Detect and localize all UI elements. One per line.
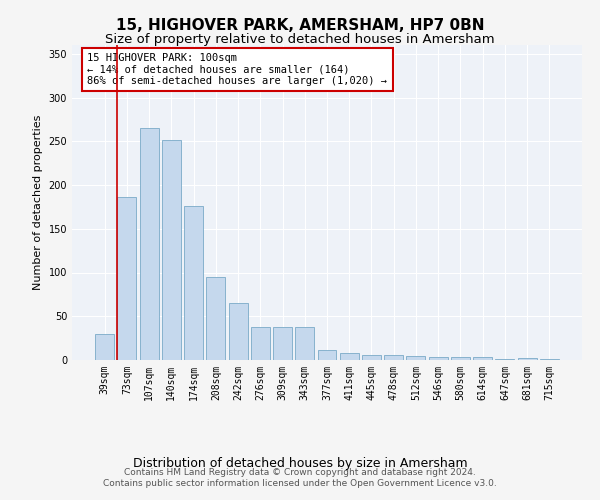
Bar bbox=[473, 358, 492, 360]
Bar bbox=[118, 197, 136, 360]
Text: 15, HIGHOVER PARK, AMERSHAM, HP7 0BN: 15, HIGHOVER PARK, AMERSHAM, HP7 0BN bbox=[116, 18, 484, 32]
Bar bbox=[317, 350, 337, 360]
Bar bbox=[340, 353, 359, 360]
Bar bbox=[251, 327, 270, 360]
Bar bbox=[140, 128, 158, 360]
Bar bbox=[406, 356, 425, 360]
Text: Size of property relative to detached houses in Amersham: Size of property relative to detached ho… bbox=[105, 32, 495, 46]
Bar bbox=[496, 359, 514, 360]
Bar bbox=[184, 206, 203, 360]
Bar bbox=[206, 277, 225, 360]
Bar bbox=[518, 358, 536, 360]
Bar bbox=[451, 358, 470, 360]
Text: 15 HIGHOVER PARK: 100sqm
← 14% of detached houses are smaller (164)
86% of semi-: 15 HIGHOVER PARK: 100sqm ← 14% of detach… bbox=[88, 53, 388, 86]
Bar bbox=[362, 355, 381, 360]
Y-axis label: Number of detached properties: Number of detached properties bbox=[33, 115, 43, 290]
Bar bbox=[162, 140, 181, 360]
Bar bbox=[540, 359, 559, 360]
Bar bbox=[295, 327, 314, 360]
Bar bbox=[229, 303, 248, 360]
Text: Contains HM Land Registry data © Crown copyright and database right 2024.
Contai: Contains HM Land Registry data © Crown c… bbox=[103, 468, 497, 487]
Text: Distribution of detached houses by size in Amersham: Distribution of detached houses by size … bbox=[133, 458, 467, 470]
Bar bbox=[95, 334, 114, 360]
Bar bbox=[384, 355, 403, 360]
Bar bbox=[429, 358, 448, 360]
Bar bbox=[273, 327, 292, 360]
